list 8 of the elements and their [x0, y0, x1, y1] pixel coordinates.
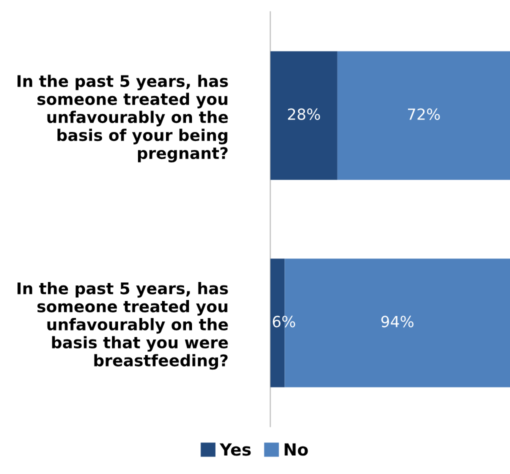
- y-tick-label: In the past 5 years, has someone treated you unfavourably on the basis that you were breastfeeding?: [18, 282, 228, 370]
- legend-label: No: [284, 443, 308, 456]
- data-label: 94%: [381, 316, 414, 328]
- legend-label: Yes: [220, 443, 251, 456]
- y-tick-label: In the past 5 years, has someone treated you unfavourably on the basis of your being pregnant?: [18, 74, 228, 162]
- data-label: 6%: [272, 316, 296, 328]
- data-label: 72%: [408, 108, 440, 120]
- data-label: 28%: [288, 108, 320, 120]
